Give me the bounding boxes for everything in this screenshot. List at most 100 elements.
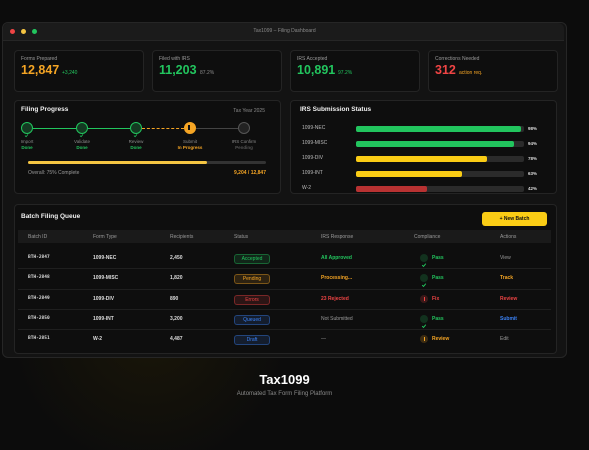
stat-note: action req. <box>459 70 483 76</box>
status-badge: Pending <box>234 274 270 285</box>
form-type: 1099-MISC <box>93 275 119 282</box>
compliance: Review <box>432 336 450 343</box>
progress-card <box>14 100 281 194</box>
row-divider <box>18 268 551 270</box>
compliance-icon <box>420 274 428 283</box>
new-batch-button[interactable]: + New Batch <box>482 212 547 226</box>
column-header: Recipients <box>170 234 194 240</box>
compliance: Pass <box>432 315 444 322</box>
footer-subtitle: Automated Tax Form Filing Platform <box>236 391 333 397</box>
bar-label: 63% <box>528 171 538 176</box>
step-connector <box>33 128 76 129</box>
stat-card <box>290 50 420 92</box>
row-divider <box>18 288 551 290</box>
batch-id: BTH-2848 <box>28 275 50 281</box>
step-circle <box>21 122 33 134</box>
action-link[interactable]: Review <box>500 295 518 302</box>
minimize-button[interactable] <box>21 29 26 34</box>
step-name: Validate <box>74 139 90 144</box>
column-header: Actions <box>500 234 517 240</box>
batch-id: BTH-2851 <box>28 336 50 342</box>
step-state: Done <box>130 145 142 150</box>
stat-label: Forms Prepared <box>21 56 58 62</box>
maximize-button[interactable] <box>32 29 37 34</box>
progress-label: Overall: 75% Complete <box>28 170 80 176</box>
action-link[interactable]: Edit <box>500 336 509 343</box>
stat-value: 11,203 <box>159 63 197 77</box>
form-type: 1099-NEC <box>93 255 117 261</box>
stat-value: 312 <box>435 63 456 77</box>
batch-id: BTH-2849 <box>28 295 50 301</box>
stat-card <box>14 50 144 92</box>
step-state: Done <box>76 145 88 150</box>
bar-label: 98% <box>528 126 538 131</box>
submission-card <box>290 100 557 194</box>
form-label: 1099-DIV <box>302 155 324 161</box>
irs-response: All Approved <box>321 255 352 261</box>
status-badge: Errors <box>234 294 270 305</box>
step-name: Submit <box>182 139 197 144</box>
column-header: Form Type <box>93 234 117 240</box>
irs-response: — <box>321 336 326 343</box>
check-icon <box>79 125 84 138</box>
column-header: IRS Response <box>321 234 354 240</box>
action-link[interactable]: Submit <box>500 315 517 322</box>
action-link[interactable]: View <box>500 255 511 261</box>
batch-id: BTH-2847 <box>28 255 50 260</box>
bar-label: 78% <box>528 156 538 161</box>
bar-fill <box>356 171 462 177</box>
step-connector <box>88 128 130 129</box>
bar-track <box>356 186 524 192</box>
compliance-icon <box>420 254 428 262</box>
step-state: In Progress <box>177 145 203 150</box>
form-label: W-2 <box>302 185 312 191</box>
row-divider <box>18 329 551 331</box>
compliance: Pass <box>432 275 444 282</box>
check-icon <box>133 125 138 138</box>
step-name: Import <box>20 139 34 144</box>
bar-fill <box>356 186 427 192</box>
stat-note: 97.2% <box>338 70 353 76</box>
status-badge: Draft <box>234 335 270 346</box>
progress-fill <box>28 161 207 164</box>
queue-title: Batch Filing Queue <box>21 213 81 220</box>
step-name: IRS Confirm <box>231 139 257 144</box>
stat-card <box>428 50 558 92</box>
step-circle <box>76 122 88 134</box>
recipients: 2,450 <box>170 255 183 261</box>
column-header: Compliance <box>414 234 441 240</box>
irs-response: 23 Rejected <box>321 295 349 302</box>
recipients: 3,200 <box>170 315 183 322</box>
form-label: 1099-INT <box>302 170 323 176</box>
progress-title: Filing Progress <box>21 106 69 113</box>
action-link[interactable]: Track <box>500 275 514 282</box>
irs-response: Processing... <box>321 275 353 282</box>
bar-fill <box>356 156 488 162</box>
tax-year: Tax Year 2025 <box>233 108 265 114</box>
title-bar <box>3 23 564 41</box>
queue-card <box>14 204 557 354</box>
recipients: 890 <box>170 295 179 302</box>
compliance: Pass <box>432 255 444 261</box>
submission-title: IRS Submission Status <box>300 106 372 113</box>
step-connector <box>196 128 238 129</box>
status-badge: Accepted <box>234 254 270 264</box>
bar-fill <box>356 126 521 132</box>
close-button[interactable] <box>10 29 15 34</box>
stat-label: Filed with IRS <box>159 56 190 62</box>
compliance-icon <box>420 314 428 323</box>
progress-count: 9,204 / 12,847 <box>234 170 266 176</box>
step-name: Review <box>128 139 144 144</box>
recipients: 4,487 <box>170 336 183 343</box>
check-icon <box>421 275 427 288</box>
footer-title: Tax1099 <box>259 372 310 387</box>
form-label: 1099-NEC <box>302 125 326 131</box>
stat-note: 87.2% <box>200 70 215 76</box>
bar-fill <box>356 141 514 147</box>
table-header-band <box>18 230 551 243</box>
compliance: Fix <box>432 295 440 302</box>
form-type: W-2 <box>93 336 103 343</box>
step-state: Done <box>21 145 33 150</box>
stat-value: 10,891 <box>297 63 336 77</box>
check-icon <box>421 255 427 268</box>
